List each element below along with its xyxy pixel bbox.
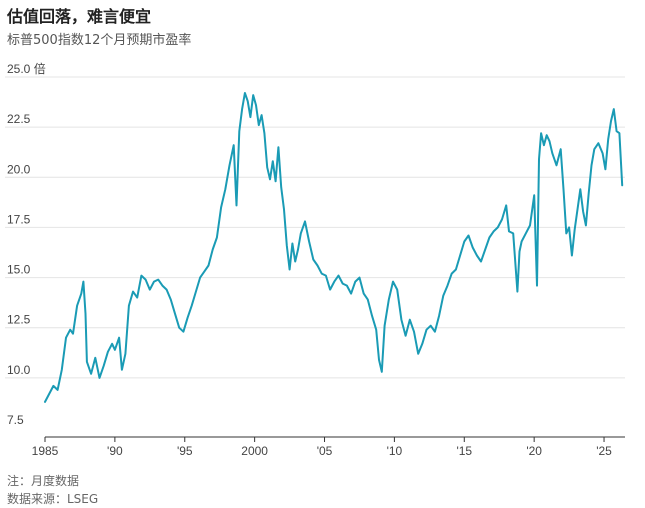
y-tick-label: 12.5 bbox=[7, 313, 31, 327]
y-tick-label: 7.5 bbox=[7, 413, 24, 427]
x-tick-label: '15 bbox=[456, 444, 472, 458]
y-tick-label: 17.5 bbox=[7, 212, 31, 226]
y-tick-label: 25.0 倍 bbox=[7, 61, 46, 76]
source-note: 数据来源：LSEG bbox=[7, 492, 99, 506]
y-tick-label: 22.5 bbox=[7, 112, 31, 126]
y-axis-tick-labels: 25.0 倍 22.5 20.0 17.5 15.0 12.5 10.0 7.5 bbox=[7, 61, 46, 427]
series-layer bbox=[44, 92, 624, 403]
chart-title: 估值回落，难言便宜 bbox=[7, 7, 152, 26]
x-tick-label: '95 bbox=[177, 444, 193, 458]
x-tick-label: '25 bbox=[596, 444, 612, 458]
x-tick-label: '90 bbox=[107, 444, 123, 458]
footnote: 注：月度数据 bbox=[7, 474, 80, 488]
gridlines bbox=[5, 76, 625, 379]
series-line-pe-ratio bbox=[44, 92, 624, 403]
x-tick-label: '10 bbox=[387, 444, 403, 458]
x-tick-label: '20 bbox=[526, 444, 542, 458]
x-tick-label: 1985 bbox=[32, 444, 59, 458]
x-tick-label: 2000 bbox=[241, 444, 268, 458]
x-axis: 1985 '90 '95 2000 '05 '10 '15 '20 '25 bbox=[32, 436, 625, 458]
chart-subtitle: 标普500指数12个月预期市盈率 bbox=[7, 33, 192, 48]
x-tick-label: '05 bbox=[317, 444, 333, 458]
y-tick-label: 15.0 bbox=[7, 263, 31, 277]
y-tick-label: 20.0 bbox=[7, 162, 31, 176]
y-tick-label: 10.0 bbox=[7, 363, 31, 377]
